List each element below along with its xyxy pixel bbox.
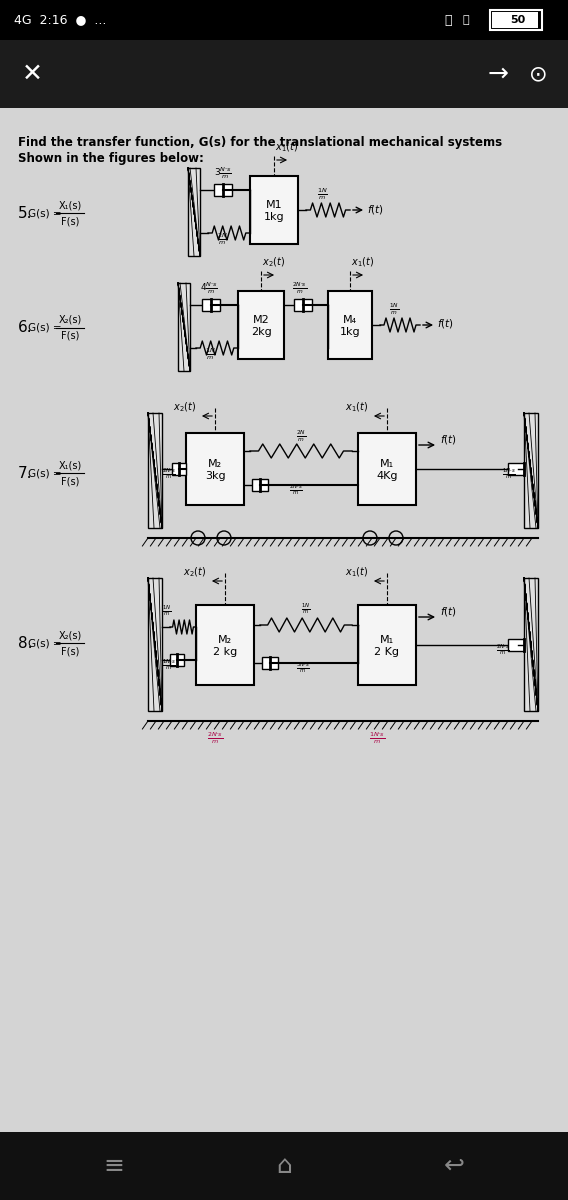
Text: 📱: 📱 [463, 14, 469, 25]
Text: $\frac{1N}{m}$: $\frac{1N}{m}$ [204, 347, 215, 361]
Bar [0, 40, 568, 108]
Bar [250, 176, 298, 244]
Bar [0, 1132, 568, 1200]
Text: $x_1(t)$: $x_1(t)$ [345, 565, 368, 578]
Text: M₄: M₄ [343, 314, 357, 325]
Text: $\frac{2N}{m}$: $\frac{2N}{m}$ [216, 232, 227, 247]
Text: $\frac{1N{\cdot}s}{m}$: $\frac{1N{\cdot}s}{m}$ [369, 731, 385, 745]
Text: $x_1(t)$: $x_1(t)$ [351, 256, 374, 269]
Text: $4\frac{N{\cdot}s}{m}$: $4\frac{N{\cdot}s}{m}$ [200, 281, 218, 295]
Bar [328, 290, 372, 359]
Text: $x_2(t)$: $x_2(t)$ [183, 565, 206, 578]
Text: $\frac{1N}{m}$: $\frac{1N}{m}$ [162, 604, 172, 618]
Text: 4G  2:16  ●  ...: 4G 2:16 ● ... [14, 13, 106, 26]
Text: 1kg: 1kg [340, 326, 360, 337]
Bar [172, 463, 186, 475]
Bar [0, 0, 568, 40]
Text: →: → [487, 62, 508, 86]
Bar [508, 463, 524, 475]
Text: $f(t)$: $f(t)$ [367, 203, 384, 216]
Text: 50: 50 [511, 14, 525, 25]
Text: ⌂: ⌂ [276, 1154, 292, 1178]
Text: 8.: 8. [18, 636, 32, 650]
Text: $f(t)$: $f(t)$ [437, 318, 454, 330]
Bar [524, 413, 538, 528]
Text: Find the transfer function, G(s) for the translational mechanical systems: Find the transfer function, G(s) for the… [18, 136, 502, 149]
Text: 5.: 5. [18, 205, 32, 221]
Text: $\frac{1N}{m}$: $\frac{1N}{m}$ [301, 601, 311, 617]
Text: G(s) =: G(s) = [28, 208, 61, 218]
Bar [186, 433, 244, 505]
Bar [294, 299, 312, 311]
Text: 3kg: 3kg [204, 470, 225, 481]
Text: $\frac{2N{\cdot}s}{m}$: $\frac{2N{\cdot}s}{m}$ [292, 281, 307, 295]
Bar [490, 10, 542, 30]
Text: M2: M2 [253, 314, 269, 325]
Text: $f(t)$: $f(t)$ [440, 433, 457, 446]
Text: $x_1(t)$: $x_1(t)$ [275, 140, 298, 154]
Bar [178, 283, 190, 371]
Text: M₁: M₁ [380, 458, 394, 469]
Text: $\frac{1N}{m}$: $\frac{1N}{m}$ [316, 186, 327, 202]
Bar [262, 658, 278, 670]
Text: $\frac{2N{\cdot}s}{m}$: $\frac{2N{\cdot}s}{m}$ [162, 467, 176, 481]
Text: $x_2(t)$: $x_2(t)$ [173, 401, 196, 414]
Text: 2kg: 2kg [250, 326, 272, 337]
Bar [214, 184, 232, 196]
Text: 4Kg: 4Kg [376, 470, 398, 481]
Bar [196, 605, 254, 685]
Text: 7.: 7. [18, 466, 32, 480]
Text: ↩: ↩ [444, 1154, 465, 1178]
Bar [358, 605, 416, 685]
Text: 2 Kg: 2 Kg [374, 647, 399, 658]
Text: $f(t)$: $f(t)$ [440, 606, 457, 618]
Text: X₂(s): X₂(s) [59, 630, 82, 640]
Bar [252, 479, 268, 491]
Text: ⊙: ⊙ [529, 64, 548, 84]
Text: Shown in the figures below:: Shown in the figures below: [18, 152, 204, 164]
Text: F(s): F(s) [61, 216, 79, 226]
Text: ✕: ✕ [22, 62, 43, 86]
Bar [358, 433, 416, 505]
Text: $\frac{2N{\cdot}s}{m}$: $\frac{2N{\cdot}s}{m}$ [207, 731, 223, 745]
Text: $\frac{3N{\cdot}s}{m}$: $\frac{3N{\cdot}s}{m}$ [296, 661, 310, 676]
Bar [188, 168, 200, 256]
Text: G(s) =: G(s) = [28, 468, 61, 478]
Bar [492, 12, 538, 28]
Text: M₁: M₁ [380, 635, 394, 646]
Bar [0, 108, 568, 1132]
Text: F(s): F(s) [61, 331, 79, 341]
Text: ⏱: ⏱ [444, 13, 452, 26]
Text: 2 kg: 2 kg [213, 647, 237, 658]
Text: 1kg: 1kg [264, 212, 285, 222]
Text: $\frac{1N{\cdot}s}{m}$: $\frac{1N{\cdot}s}{m}$ [502, 467, 516, 481]
Text: $\frac{2N{\cdot}s}{m}$: $\frac{2N{\cdot}s}{m}$ [289, 482, 303, 498]
Text: M1: M1 [266, 200, 282, 210]
Bar [508, 638, 524, 650]
Text: M₂: M₂ [218, 635, 232, 646]
Text: M₂: M₂ [208, 458, 222, 469]
Text: $3\frac{N{\cdot}s}{m}$: $3\frac{N{\cdot}s}{m}$ [214, 166, 232, 181]
Text: X₁(s): X₁(s) [59, 460, 82, 470]
Bar [202, 299, 220, 311]
Text: $\frac{1N}{m}$: $\frac{1N}{m}$ [389, 301, 399, 317]
Text: 6.: 6. [18, 320, 32, 336]
Text: $x_1(t)$: $x_1(t)$ [345, 401, 368, 414]
Bar [524, 578, 538, 710]
Text: F(s): F(s) [61, 476, 79, 486]
Text: $\frac{2N}{m}$: $\frac{2N}{m}$ [296, 428, 306, 444]
Text: F(s): F(s) [61, 646, 79, 656]
Bar [238, 290, 284, 359]
Text: $x_2(t)$: $x_2(t)$ [262, 256, 285, 269]
Text: X₂(s): X₂(s) [59, 314, 82, 325]
Text: $\frac{2N{\cdot}s}{m}$: $\frac{2N{\cdot}s}{m}$ [496, 643, 510, 658]
Text: G(s) =: G(s) = [28, 638, 61, 648]
Text: ≡: ≡ [103, 1154, 124, 1178]
Text: X₁(s): X₁(s) [59, 200, 82, 210]
Bar [148, 578, 162, 710]
Text: G(s) =: G(s) = [28, 323, 61, 332]
Text: $\frac{1N{\cdot}s}{m}$: $\frac{1N{\cdot}s}{m}$ [162, 658, 176, 672]
Bar [148, 413, 162, 528]
Bar [170, 654, 184, 666]
